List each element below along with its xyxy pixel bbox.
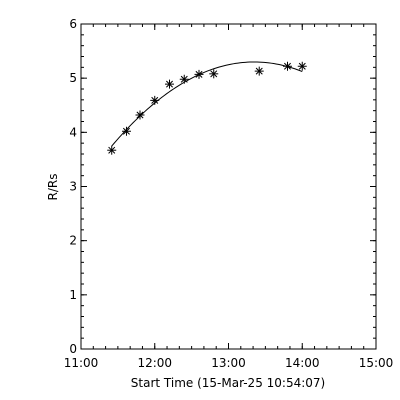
x-tick-label: 11:00	[64, 356, 99, 370]
asterisk-stroke	[122, 127, 130, 135]
data-point	[150, 95, 160, 105]
tick-group	[80, 23, 377, 350]
data-point	[194, 69, 204, 79]
data-point	[135, 110, 145, 120]
asterisk-stroke	[165, 80, 174, 88]
y-tick-label: 4	[69, 125, 77, 139]
data-point	[121, 126, 131, 136]
asterisk-stroke	[255, 67, 263, 75]
x-tick-label: 15:00	[359, 356, 394, 370]
asterisk-stroke	[298, 62, 306, 70]
asterisk-stroke	[136, 111, 144, 119]
y-tick-label: 2	[69, 234, 77, 248]
asterisk-stroke	[151, 96, 159, 104]
data-point	[165, 79, 174, 89]
data-point	[297, 61, 307, 71]
data-point	[179, 74, 189, 84]
y-tick-label: 3	[69, 180, 77, 194]
data-point	[209, 69, 219, 79]
x-tick-label: 14:00	[285, 356, 320, 370]
y-tick-label: 5	[69, 71, 77, 85]
asterisk-stroke	[108, 146, 116, 154]
data-points	[107, 61, 307, 155]
y-tick-label: 0	[69, 342, 77, 356]
tick-label-group: 11:00 12:00 13:00 14:00 15:00 0 1 2 3 4 5 6	[64, 17, 394, 370]
x-axis-label: Start Time (15-Mar-25 10:54:07)	[131, 376, 325, 390]
asterisk-stroke	[283, 62, 292, 70]
y-axis-label: R/Rs	[46, 174, 60, 201]
plot-frame	[80, 23, 377, 350]
data-point	[254, 66, 264, 76]
data-point	[283, 61, 292, 71]
asterisk-stroke	[180, 75, 188, 83]
data-point	[107, 145, 117, 155]
y-tick-label: 1	[69, 288, 77, 302]
asterisk-stroke	[195, 70, 203, 78]
x-tick-label: 13:00	[211, 356, 246, 370]
x-tick-label: 12:00	[137, 356, 172, 370]
fit-curve	[111, 61, 303, 147]
y-tick-label: 6	[69, 17, 77, 31]
asterisk-stroke	[210, 70, 218, 78]
